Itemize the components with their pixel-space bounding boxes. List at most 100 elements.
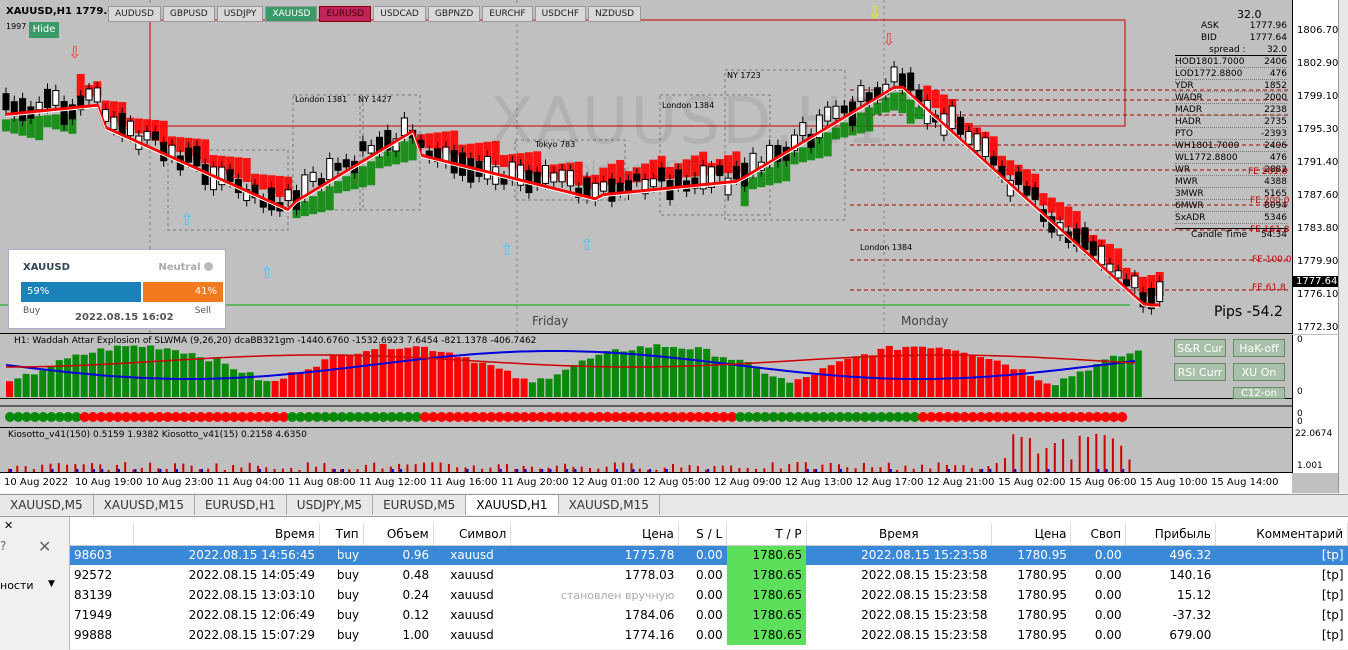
symbol-button-xauusd[interactable]: XAUUSD — [265, 6, 318, 22]
candle-body — [110, 116, 118, 130]
kiosotto-indicator-pane[interactable]: Kiosotto_v41(150) 0.5159 1.9382 Kiosotto… — [0, 429, 1292, 473]
signal-dot — [386, 412, 397, 422]
chart-tab-xauusd-h1[interactable]: XAUUSD,H1 — [466, 495, 559, 515]
signal-dot — [5, 412, 15, 422]
hak-off-button[interactable]: HaK-off — [1233, 339, 1285, 357]
wae-bar — [504, 370, 511, 397]
price-axis[interactable]: 1806.70 1802.90 1799.10 1795.30 1791.40 1787.… — [1292, 0, 1338, 334]
column-header[interactable]: Тип — [319, 523, 364, 546]
symbol-button-nzdusd[interactable]: NZDUSD — [588, 6, 642, 22]
chart-area[interactable]: London 1381 NY 1427 Tokyo 783 London 1384 NY… — [0, 0, 1348, 493]
signal-dot — [1067, 412, 1078, 422]
trend-block — [2, 119, 10, 132]
cell-close-time: 2022.08.15 15:23:58 — [861, 588, 988, 602]
kiosotto-bar — [622, 462, 625, 472]
signal-dot — [220, 412, 231, 422]
table-row[interactable]: 98603 2022.08.15 14:56:45 buy 0.96 xauusd 177… — [70, 545, 1348, 565]
column-header[interactable]: Объем — [363, 523, 434, 546]
close-panel-icon[interactable]: ✕ — [38, 537, 52, 556]
signal-dot — [453, 412, 464, 422]
wae-bar — [1134, 350, 1142, 397]
signal-dot — [1084, 412, 1094, 422]
signal-dot — [693, 412, 704, 422]
kiosotto-bar — [979, 469, 982, 472]
help-icon[interactable]: ? — [0, 539, 7, 553]
hide-button[interactable]: Hide — [29, 22, 59, 38]
symbol-button-eurusd[interactable]: EURUSD — [319, 6, 372, 22]
table-row[interactable]: 71949 2022.08.15 12:06:49 buy 0.12 xauusd 178… — [70, 605, 1348, 625]
wae-indicator-pane[interactable]: H1: Waddah Attar Explosion of SLWMA (9,2… — [0, 335, 1292, 399]
chart-tab-eurusd-m5[interactable]: EURUSD,M5 — [373, 495, 467, 515]
signal-dot — [129, 412, 140, 422]
kiosotto-bar-alt — [524, 469, 527, 472]
chart-tab-xauusd-m5[interactable]: XAUUSD,M5 — [0, 495, 94, 515]
symbol-button-usdjpy[interactable]: USDJPY — [216, 6, 264, 22]
chart-tab-xauusd-m15[interactable]: XAUUSD,M15 — [559, 495, 660, 515]
symbol-button-eurchf[interactable]: EURCHF — [482, 6, 533, 22]
signal-dot — [635, 412, 646, 422]
kiosotto-bar — [904, 465, 907, 472]
wae-bar — [221, 363, 229, 397]
terminal-history: ✕ ? ✕ ности ▼ Время Тип Объем Символ Цена S /… — [0, 516, 1348, 650]
bid-row-value: 1777.64 — [1249, 33, 1287, 43]
cell-swap: 0.00 — [1094, 628, 1122, 642]
dots-indicator-pane[interactable] — [0, 400, 1292, 428]
column-header[interactable]: Цена — [510, 523, 679, 546]
sr-cur-button[interactable]: S&R Cur — [1174, 339, 1226, 357]
column-header[interactable] — [70, 523, 135, 546]
price-chart[interactable]: London 1381 NY 1427 Tokyo 783 London 1384 NY… — [0, 0, 1292, 334]
kiosotto-bar — [630, 463, 633, 472]
wae-bar — [1018, 369, 1026, 397]
chart-tab-usdjpy-m5[interactable]: USDJPY,M5 — [287, 495, 374, 515]
right-toolbar[interactable] — [1338, 0, 1348, 493]
symbol-button-audusd[interactable]: AUDUSD — [108, 6, 161, 22]
c12-on-button[interactable]: C12-on — [1233, 387, 1285, 399]
chevron-down-icon[interactable]: ▼ — [48, 579, 55, 589]
cell-symbol: xauusd — [433, 545, 511, 565]
symbol-button-usdcad[interactable]: USDCAD — [373, 6, 426, 22]
buy-percent-bar: 59% — [21, 282, 141, 302]
cell-close-time: 2022.08.15 15:23:58 — [861, 628, 988, 642]
cell-type: buy — [319, 545, 364, 565]
column-header[interactable]: S / L — [678, 523, 728, 546]
wae-bar — [777, 378, 785, 397]
time-axis[interactable]: 10 Aug 2022 10 Aug 19:00 10 Aug 23:00 11 Au… — [0, 473, 1292, 493]
column-header[interactable]: Прибыль — [1125, 523, 1216, 546]
sentiment-widget: XAUUSD Neutral 59% 41% Buy Sell 2022.08.… — [8, 249, 226, 329]
rsi-curr-button[interactable]: RSI Curr — [1174, 363, 1226, 381]
wae-bar — [147, 345, 155, 397]
wae-bar — [412, 346, 420, 397]
column-header[interactable]: Символ — [433, 523, 512, 546]
symbol-button-gbpnzd[interactable]: GBPNZD — [427, 6, 481, 22]
column-header[interactable]: T / P — [726, 523, 807, 546]
symbol-button-usdchf[interactable]: USDCHF — [534, 6, 587, 22]
kiosotto-bar — [912, 468, 915, 472]
column-header[interactable]: Своп — [1070, 523, 1127, 546]
wae-bar — [1035, 380, 1043, 397]
candle-body — [342, 159, 350, 168]
fe-label: FE 161.8 — [1250, 225, 1290, 235]
trend-block — [450, 130, 459, 155]
price-chart-canvas[interactable]: London 1381 NY 1427 Tokyo 783 London 1384 NY… — [0, 0, 1292, 334]
table-row[interactable]: 83139 2022.08.15 13:03:10 buy 0.24 xauusd ста… — [70, 585, 1348, 605]
pips-readout: Pips -54.2 — [1214, 304, 1283, 320]
xu-on-button[interactable]: XU On — [1233, 363, 1285, 381]
table-row[interactable]: 92572 2022.08.15 14:05:49 buy 0.48 xauusd 177… — [70, 565, 1348, 585]
chart-tab-eurusd-h1[interactable]: EURUSD,H1 — [195, 495, 287, 515]
symbol-button-gbpusd[interactable]: GBPUSD — [162, 6, 215, 22]
chart-tab-xauusd-m15[interactable]: XAUUSD,M15 — [94, 495, 195, 515]
signal-dot — [295, 412, 306, 422]
column-header[interactable]: Время — [133, 523, 320, 546]
column-header[interactable]: Время — [806, 523, 993, 546]
column-header[interactable]: Цена — [991, 523, 1072, 546]
signal-dot — [843, 412, 854, 422]
table-row[interactable]: 99888 2022.08.15 15:07:29 buy 1.00 xauusd 177… — [70, 625, 1348, 645]
sentiment-symbol: XAUUSD — [23, 262, 70, 273]
cell-tp: 1780.65 — [726, 605, 807, 625]
candle-time-row-value: 54:34 — [1261, 230, 1287, 240]
wae-bar — [97, 348, 105, 397]
time-tick: 12 Aug 09:00 — [714, 477, 782, 488]
close-icon[interactable]: ✕ — [4, 519, 14, 532]
signal-dot — [345, 412, 356, 422]
column-header[interactable]: Комментарий — [1215, 523, 1348, 546]
